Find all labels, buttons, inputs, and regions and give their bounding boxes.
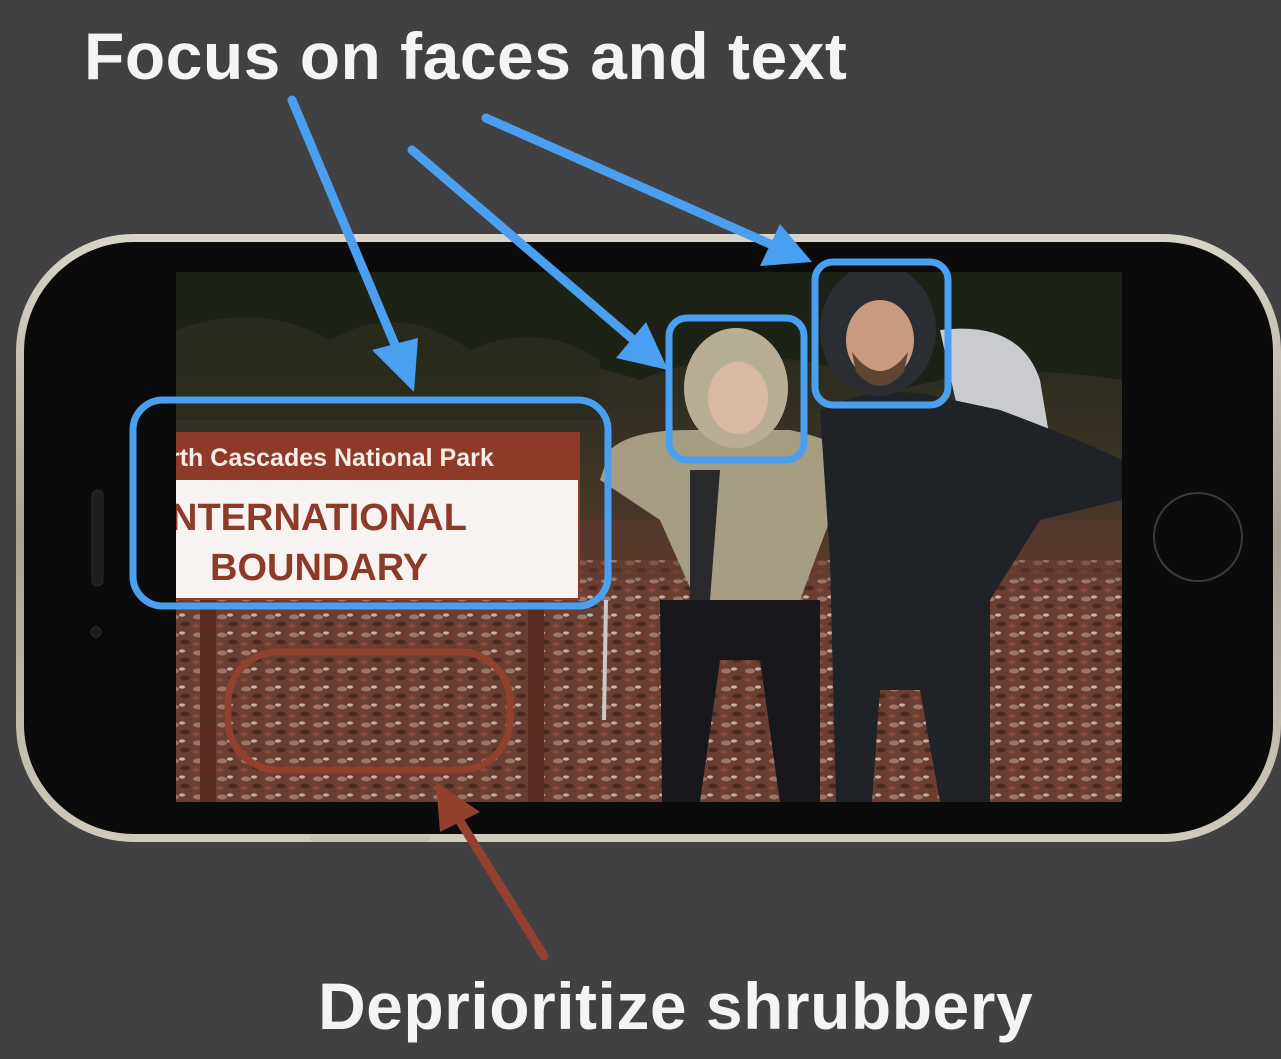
caption-deprioritize: Deprioritize shrubbery	[318, 969, 1034, 1043]
deprioritize-box-shrubbery	[224, 648, 514, 774]
hiker-left-face	[708, 362, 768, 434]
photo-screen: rth Cascades National Park NTERNATIONAL …	[170, 272, 1122, 802]
hiker-left-pants	[660, 600, 820, 802]
sign-post-left	[200, 590, 216, 802]
arrow-shaft-to-sign	[287, 95, 403, 357]
focus-box-face-left	[665, 314, 808, 464]
hiker-right-jacket	[820, 392, 1122, 802]
hiker-left-strap	[690, 470, 720, 600]
focus-box-face-right	[811, 258, 952, 409]
front-camera-icon	[90, 626, 102, 638]
sign-line-2: BOUNDARY	[210, 547, 428, 589]
sign-white-panel	[176, 480, 578, 598]
arrow-icon-to-face-right	[760, 224, 812, 266]
hiker-right	[820, 272, 1122, 802]
trekking-pole-left	[602, 599, 608, 721]
speaker-slot	[91, 489, 104, 587]
hiker-right-beard	[852, 352, 908, 386]
home-button-icon[interactable]	[1153, 492, 1243, 582]
sign-line-1: NTERNATIONAL	[170, 497, 467, 539]
hiker-left-jacket	[600, 430, 890, 610]
arrow-shaft-to-face-left	[407, 145, 641, 347]
caption-focus: Focus on faces and text	[84, 19, 848, 93]
forest-shadow	[176, 317, 600, 420]
side-button	[310, 836, 430, 842]
arrow-icon-to-sign	[372, 338, 418, 392]
focus-arrows	[287, 95, 812, 392]
sign-park-name: rth Cascades National Park	[170, 444, 494, 472]
arrow-icon-to-shrubbery	[436, 782, 480, 832]
focus-box-sign-text	[129, 396, 612, 610]
arrow-shaft-to-shrubbery	[453, 813, 549, 961]
arrow-shaft-to-face-right	[481, 113, 775, 249]
deprioritize-arrow	[436, 782, 549, 961]
sign-post-right	[528, 590, 544, 802]
hiker-right-face	[846, 300, 914, 380]
arrow-icon-to-face-left	[616, 322, 668, 370]
hiker-left	[600, 328, 890, 802]
